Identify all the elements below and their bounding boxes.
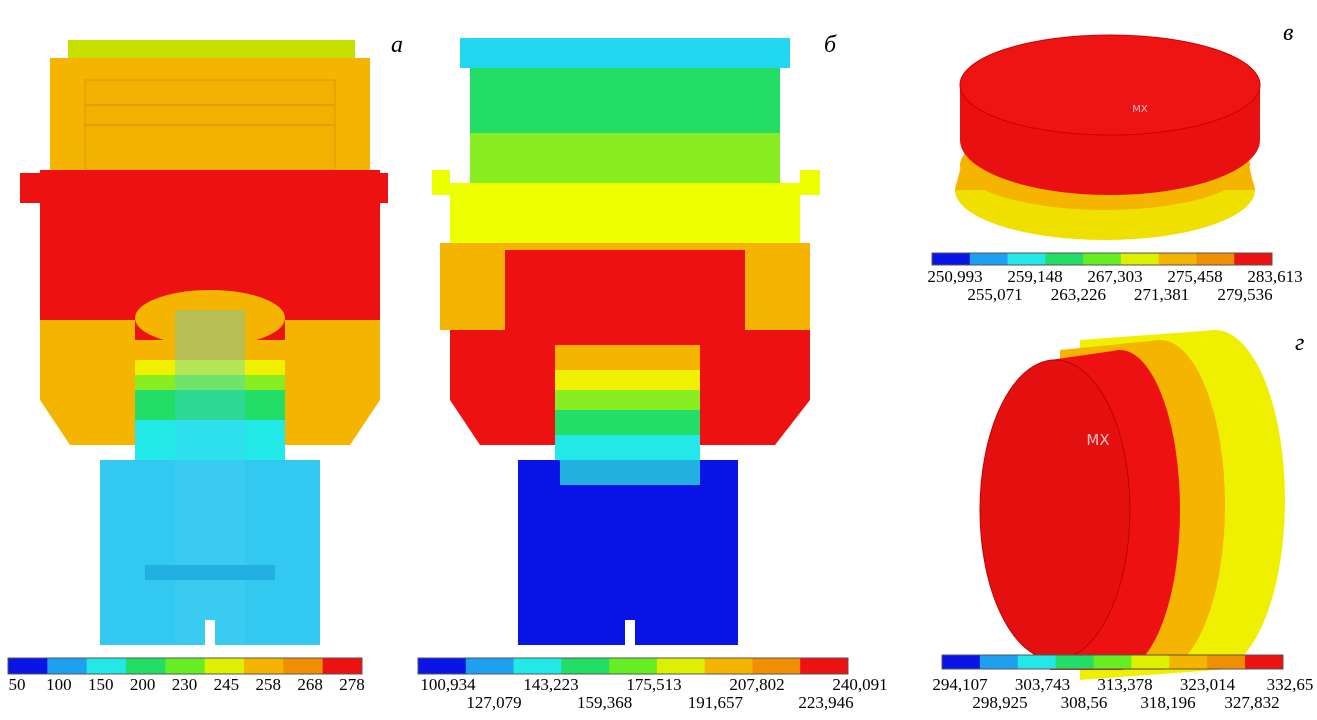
colorbar-segment: [87, 658, 127, 674]
colorbar-segment: [1008, 253, 1046, 265]
scale-label: 298,925: [972, 693, 1027, 712]
scale-label: 143,223: [523, 675, 578, 694]
colorbar-segment: [466, 658, 514, 674]
scale-label: 327,832: [1224, 693, 1279, 712]
colorbar-segment: [1245, 655, 1283, 669]
panel-label: а: [391, 32, 403, 58]
scale-label: 207,802: [729, 675, 784, 694]
scale-label: 263,226: [1051, 285, 1106, 304]
scale-label: 268: [297, 675, 323, 694]
scale-label: 223,946: [798, 693, 853, 712]
scale-label: 323,014: [1180, 675, 1236, 694]
colorbar-segment: [47, 658, 87, 674]
colorbar-segment: [800, 658, 848, 674]
panel-label: б: [824, 32, 837, 58]
colorbar-segment: [1018, 655, 1056, 669]
scale-label: 50: [9, 675, 26, 694]
model-b: [432, 38, 820, 645]
scale-label: 259,148: [1007, 267, 1062, 286]
scale-label: 267,303: [1087, 267, 1142, 286]
colorbar-segment: [1094, 655, 1132, 669]
scale-label: 303,743: [1015, 675, 1070, 694]
colorbar-segment: [244, 658, 284, 674]
model-d: [980, 330, 1285, 680]
max-marker: MX: [1132, 104, 1148, 115]
scale-label: 159,368: [577, 693, 632, 712]
colorbar-segment: [1234, 253, 1272, 265]
max-marker: MX: [1086, 431, 1109, 449]
scale-label: 230: [172, 675, 198, 694]
colorbar-segment: [205, 658, 245, 674]
scale-label: 200: [130, 675, 156, 694]
scale-label: 279,536: [1217, 285, 1272, 304]
colorbar-segment: [1131, 655, 1169, 669]
colorbar-segment: [1196, 253, 1234, 265]
scale-label: 175,513: [626, 675, 681, 694]
colorbar-segment: [323, 658, 363, 674]
scale-label: 308,56: [1061, 693, 1108, 712]
scale-label: 278: [339, 675, 365, 694]
colorbar-segment: [932, 253, 970, 265]
colorbar-segment: [561, 658, 609, 674]
scale-label: 150: [88, 675, 114, 694]
scale-label: 275,458: [1167, 267, 1222, 286]
panel-label: в: [1283, 20, 1293, 46]
scale-label: 100,934: [420, 675, 476, 694]
colorbar-segment: [1083, 253, 1121, 265]
colorbar-segment: [514, 658, 562, 674]
scale-label: 255,071: [967, 285, 1022, 304]
colorbar-segment: [1121, 253, 1159, 265]
colorbar-segment: [165, 658, 205, 674]
colorbar-segment: [970, 253, 1008, 265]
colorbar-segment: [942, 655, 980, 669]
scale-label: 191,657: [688, 693, 744, 712]
scale-label: 240,091: [832, 675, 887, 694]
scale-label: 318,196: [1140, 693, 1195, 712]
colorbar-segment: [126, 658, 166, 674]
scale-label: 332,65: [1267, 675, 1314, 694]
model-a: [20, 40, 388, 645]
scale-label: 271,381: [1134, 285, 1189, 304]
scale-label: 283,613: [1247, 267, 1302, 286]
scale-label: 127,079: [466, 693, 521, 712]
colorbar-segment: [1207, 655, 1245, 669]
colorbar-segment: [705, 658, 753, 674]
colorbar-segment: [283, 658, 323, 674]
scale-label: 294,107: [932, 675, 988, 694]
colorbar-segment: [1045, 253, 1083, 265]
colorbar-segment: [418, 658, 466, 674]
colorbar-segment: [8, 658, 48, 674]
figure: а б в г MX MX 50 100 150 200 230 245 258 268 278…: [0, 0, 1317, 720]
colorbar-segment: [1169, 655, 1207, 669]
colorbar-segment: [980, 655, 1018, 669]
model-c: [955, 35, 1260, 240]
colorbar-segment: [609, 658, 657, 674]
scale-label: 245: [214, 675, 240, 694]
scale-label: 100: [46, 675, 72, 694]
colorbar-segment: [1159, 253, 1197, 265]
colorbar-segment: [752, 658, 800, 674]
panel-label: г: [1295, 330, 1304, 356]
scale-label: 258: [256, 675, 282, 694]
colorbar-segment: [657, 658, 705, 674]
scale-label: 250,993: [927, 267, 982, 286]
scale-label: 313,378: [1097, 675, 1152, 694]
colorbar-segment: [1056, 655, 1094, 669]
